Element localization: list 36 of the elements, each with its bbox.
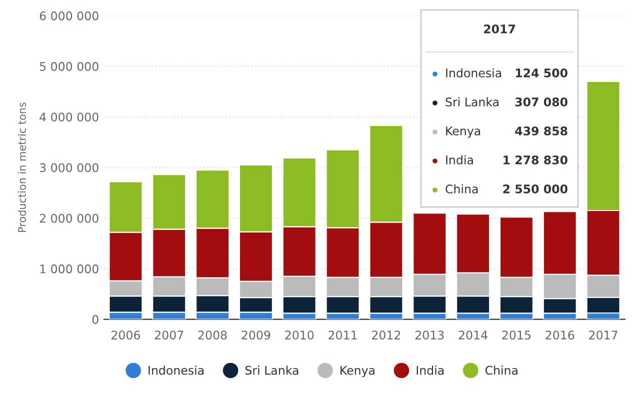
x-tick-label: 2015 bbox=[502, 330, 530, 340]
y-tick-label: 6 000 000 bbox=[40, 11, 98, 20]
y-tick-label: 0 bbox=[92, 315, 98, 324]
annotation: 439 858 bbox=[515, 126, 568, 136]
annotation: 1 278 830 bbox=[504, 155, 568, 164]
y-tick-label: 2 000 000 bbox=[40, 214, 98, 223]
y-tick-label: 5 000 000 bbox=[40, 62, 98, 71]
x-tick-label: 2007 bbox=[154, 330, 184, 340]
annotation: 124 500 bbox=[516, 68, 568, 78]
legend-label: Kenya bbox=[340, 366, 374, 378]
y-tick-label: 1 000 000 bbox=[40, 264, 98, 274]
annotation: Indonesia bbox=[446, 68, 502, 78]
x-tick-label: 2006 bbox=[112, 330, 140, 340]
x-tick-label: 2009 bbox=[242, 330, 270, 340]
annotation: Sri Lanka bbox=[446, 97, 498, 106]
x-tick-label: 2017 bbox=[589, 330, 618, 340]
legend-label: Sri Lanka bbox=[245, 366, 298, 375]
annotation: India bbox=[446, 155, 473, 164]
legend-label: India bbox=[416, 366, 444, 375]
x-tick-label: 2011 bbox=[328, 330, 357, 340]
annotation: 2017 bbox=[484, 24, 515, 34]
x-tick-label: 2013 bbox=[415, 330, 444, 340]
x-tick-label: 2012 bbox=[372, 330, 400, 340]
y-axis-title: Production in metric tons bbox=[18, 102, 26, 232]
y-tick-label: 3 000 000 bbox=[40, 163, 98, 172]
legend-label: Indonesia bbox=[148, 366, 204, 375]
annotation: China bbox=[446, 184, 478, 194]
x-tick-label: 2010 bbox=[285, 330, 314, 340]
annotation: Kenya bbox=[446, 126, 480, 138]
y-tick-label: 4 000 000 bbox=[40, 112, 98, 122]
annotation: 307 080 bbox=[515, 97, 568, 106]
legend-label: China bbox=[485, 366, 518, 375]
x-tick-label: 2008 bbox=[198, 330, 227, 340]
x-tick-label: 2014 bbox=[458, 330, 488, 340]
x-tick-label: 2016 bbox=[546, 330, 574, 340]
annotation: 2 550 000 bbox=[503, 184, 568, 194]
